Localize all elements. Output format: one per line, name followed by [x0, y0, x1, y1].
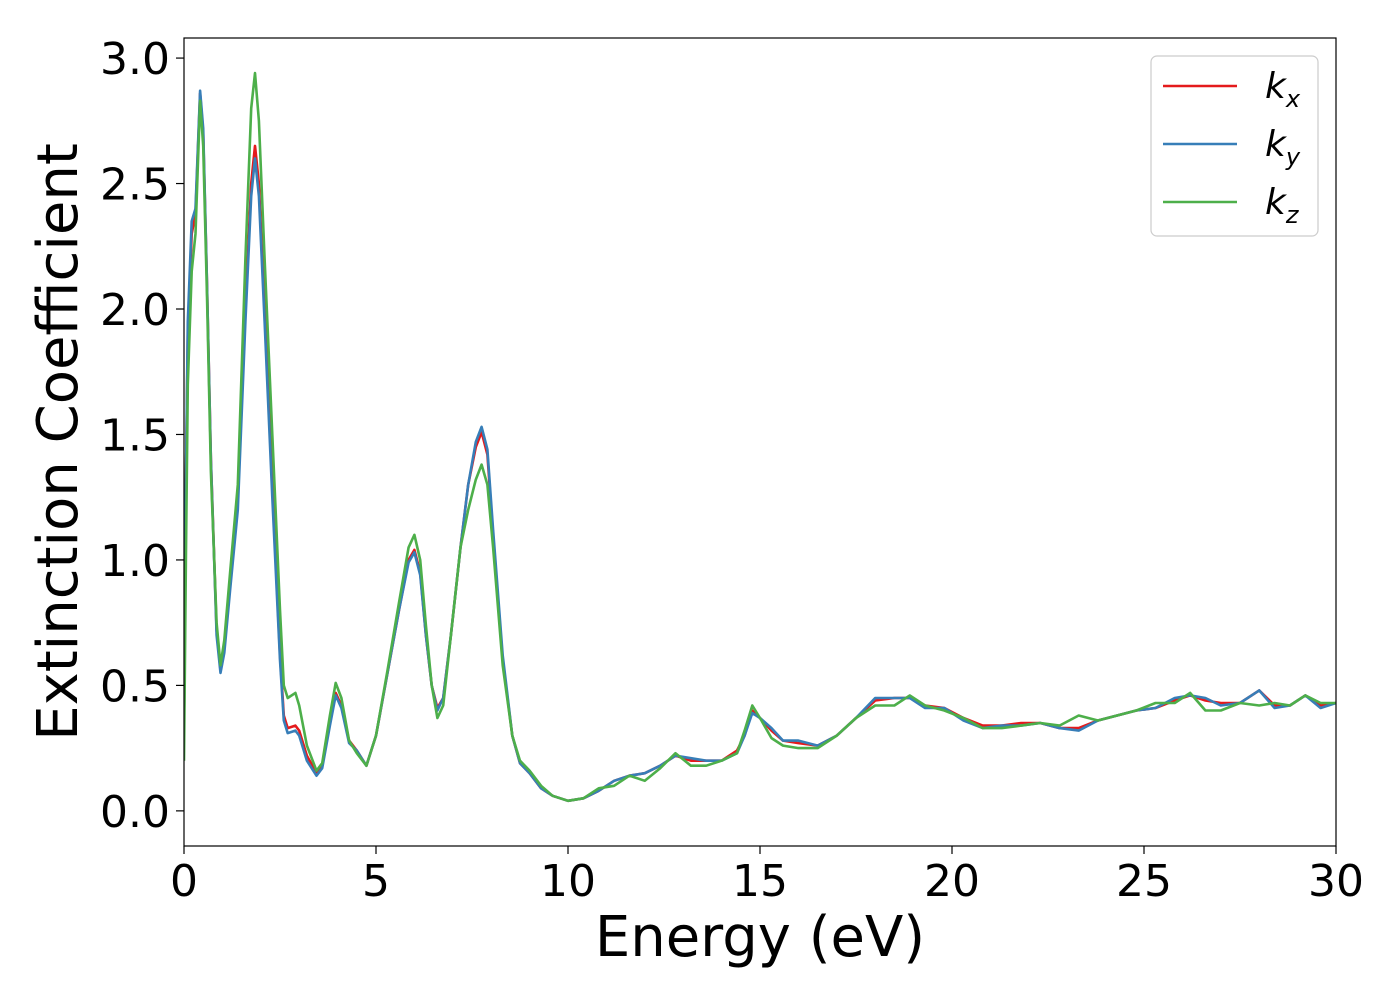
x-tick-label: 10 [540, 856, 596, 907]
series-line-z [184, 71, 1336, 803]
legend: kx ky kz [1150, 55, 1319, 237]
y-tick-label: 1.0 [100, 536, 170, 587]
y-tick-label: 0.0 [100, 787, 170, 838]
x-axis-label: Energy (eV) [595, 905, 925, 970]
series-layer [184, 71, 1336, 803]
y-tick-label: 0.5 [100, 661, 170, 712]
x-tick-label: 25 [1116, 856, 1172, 907]
y-tick-label: 3.0 [100, 34, 170, 85]
legend-entry-z: kz [1265, 182, 1300, 229]
y-axis: 0.0 0.5 1.0 1.5 2.0 2.5 3.0 [100, 34, 184, 838]
x-axis: 0 5 10 15 20 25 30 [170, 846, 1364, 907]
y-tick-label: 2.0 [100, 285, 170, 336]
x-tick-label: 30 [1308, 856, 1364, 907]
legend-entry-y: ky [1265, 124, 1301, 171]
legend-box [1150, 55, 1319, 237]
y-tick-label: 1.5 [100, 410, 170, 461]
x-tick-label: 0 [170, 856, 198, 907]
legend-entry-x: kx [1265, 66, 1301, 113]
x-tick-label: 5 [362, 856, 390, 907]
y-tick-label: 2.5 [100, 160, 170, 211]
x-tick-label: 15 [732, 856, 788, 907]
x-tick-label: 20 [924, 856, 980, 907]
y-axis-label: Extinction Coefficient [26, 143, 91, 741]
